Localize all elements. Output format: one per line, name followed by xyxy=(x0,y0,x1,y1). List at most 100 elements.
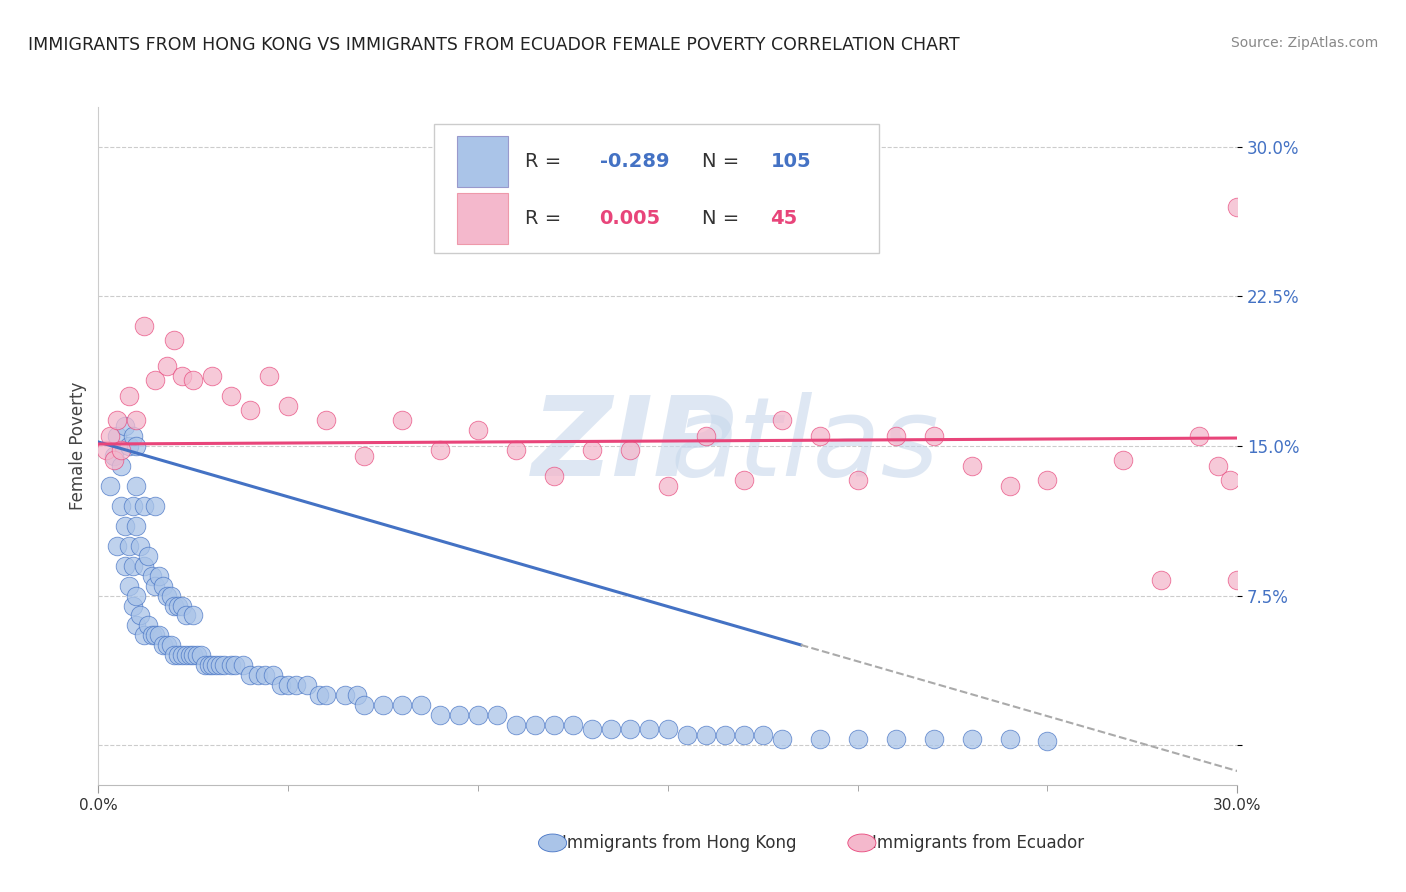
Point xyxy=(411,698,433,713)
Point xyxy=(262,668,284,682)
Point xyxy=(129,608,152,623)
Point xyxy=(141,628,163,642)
Point xyxy=(170,599,193,613)
Point xyxy=(183,648,205,663)
Point xyxy=(118,439,141,453)
Point xyxy=(770,732,793,747)
Point xyxy=(695,728,717,742)
Point xyxy=(163,334,186,348)
Point xyxy=(221,389,243,403)
Point xyxy=(114,419,136,434)
Point xyxy=(98,479,121,493)
Point xyxy=(600,722,623,736)
Text: IMMIGRANTS FROM HONG KONG VS IMMIGRANTS FROM ECUADOR FEMALE POVERTY CORRELATION : IMMIGRANTS FROM HONG KONG VS IMMIGRANTS … xyxy=(28,36,960,54)
Point xyxy=(315,688,337,702)
Point xyxy=(695,429,717,443)
Point xyxy=(308,688,330,702)
Point xyxy=(543,718,565,732)
Point xyxy=(159,639,181,653)
Point xyxy=(145,373,167,387)
Point xyxy=(543,469,565,483)
Point xyxy=(118,578,141,592)
Point xyxy=(770,413,793,427)
Point xyxy=(657,479,679,493)
Point xyxy=(205,658,228,673)
Point xyxy=(297,678,319,692)
Point xyxy=(110,442,132,457)
Point xyxy=(808,429,831,443)
Point xyxy=(145,628,167,642)
Point xyxy=(562,718,585,732)
Point xyxy=(125,413,148,427)
Point xyxy=(524,718,547,732)
Point xyxy=(467,423,489,437)
Text: R =: R = xyxy=(526,152,568,170)
Point xyxy=(657,722,679,736)
Point xyxy=(505,718,527,732)
Point xyxy=(1208,458,1230,473)
Point xyxy=(107,413,129,427)
Text: ZIP: ZIP xyxy=(531,392,735,500)
Point xyxy=(619,442,641,457)
Point xyxy=(114,518,136,533)
Point xyxy=(922,429,945,443)
Point xyxy=(174,608,197,623)
Point xyxy=(208,658,231,673)
Point xyxy=(1112,453,1135,467)
Point xyxy=(505,442,527,457)
FancyBboxPatch shape xyxy=(434,124,879,252)
Point xyxy=(232,658,254,673)
Point xyxy=(167,599,190,613)
Point xyxy=(148,628,170,642)
Point xyxy=(429,708,451,723)
Point xyxy=(846,732,869,747)
Text: atlas: atlas xyxy=(671,392,939,500)
Point xyxy=(1036,734,1059,748)
Point xyxy=(170,648,193,663)
Point xyxy=(201,658,224,673)
Point xyxy=(107,429,129,443)
Point xyxy=(1036,473,1059,487)
Text: 45: 45 xyxy=(770,210,797,228)
Point xyxy=(884,732,907,747)
Point xyxy=(884,429,907,443)
Point xyxy=(152,578,174,592)
Point xyxy=(619,722,641,736)
Point xyxy=(163,648,186,663)
Point xyxy=(145,578,167,592)
Point xyxy=(371,698,394,713)
Point xyxy=(922,732,945,747)
Point xyxy=(103,453,125,467)
Text: Immigrants from Ecuador: Immigrants from Ecuador xyxy=(872,834,1084,852)
Point xyxy=(163,599,186,613)
Point xyxy=(315,413,337,427)
Point xyxy=(752,728,775,742)
Text: N =: N = xyxy=(702,152,745,170)
Point xyxy=(110,499,132,513)
Point xyxy=(183,608,205,623)
Point xyxy=(960,458,983,473)
Point xyxy=(159,589,181,603)
Point xyxy=(714,728,737,742)
Point xyxy=(118,539,141,553)
Point xyxy=(194,658,217,673)
Point xyxy=(581,722,603,736)
Point xyxy=(467,708,489,723)
Bar xyxy=(457,136,509,186)
Point xyxy=(132,628,155,642)
Point xyxy=(676,728,699,742)
Point xyxy=(224,658,246,673)
Text: R =: R = xyxy=(526,210,568,228)
Point xyxy=(246,668,269,682)
Point xyxy=(132,319,155,334)
Y-axis label: Female Poverty: Female Poverty xyxy=(69,382,87,510)
Point xyxy=(152,639,174,653)
Point xyxy=(98,429,121,443)
Point xyxy=(1219,473,1241,487)
Point xyxy=(114,558,136,573)
Point xyxy=(429,442,451,457)
Text: Source: ZipAtlas.com: Source: ZipAtlas.com xyxy=(1230,36,1378,50)
Point xyxy=(118,389,141,403)
Point xyxy=(1226,573,1249,587)
Point xyxy=(346,688,368,702)
